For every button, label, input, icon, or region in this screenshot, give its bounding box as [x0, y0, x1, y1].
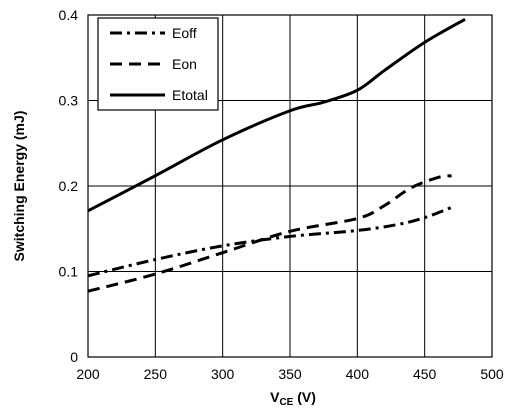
tick-labels: 200 250 300 350 400 450 500 0 0.1 0.2 0.3 0.4 — [59, 7, 504, 382]
x-axis-title-unit: (V) — [293, 389, 316, 405]
x-tick-label: 300 — [211, 366, 235, 382]
series-line-etotal — [87, 17, 466, 213]
legend-label-eon: Eon — [172, 56, 197, 72]
x-tick-label: 450 — [413, 366, 437, 382]
legend: Eoff Eon Etotal — [97, 17, 219, 111]
x-tick-label: 400 — [346, 366, 370, 382]
x-tick-label: 200 — [76, 366, 100, 382]
y-tick-label: 0.1 — [59, 264, 79, 280]
series-line-eoff — [87, 205, 453, 278]
legend-label-etotal: Etotal — [172, 87, 208, 103]
y-tick-label: 0.2 — [59, 178, 79, 194]
x-axis-title-sub: CE — [279, 397, 293, 408]
x-axis-title-main: V — [270, 389, 280, 405]
y-tick-label: 0.3 — [59, 93, 79, 109]
series-line-eon — [87, 174, 452, 293]
plot-frame — [87, 14, 493, 358]
y-axis-title: Switching Energy (mJ) — [11, 111, 27, 262]
y-tick-label: 0.4 — [59, 7, 79, 23]
legend-label-eoff: Eoff — [172, 25, 197, 41]
x-axis-title: VCE (V) — [270, 389, 316, 408]
y-tick-label: 0 — [70, 349, 78, 365]
x-tick-label: 250 — [144, 366, 168, 382]
series-lines — [87, 17, 466, 293]
x-tick-label: 500 — [480, 366, 504, 382]
x-tick-label: 350 — [278, 366, 302, 382]
